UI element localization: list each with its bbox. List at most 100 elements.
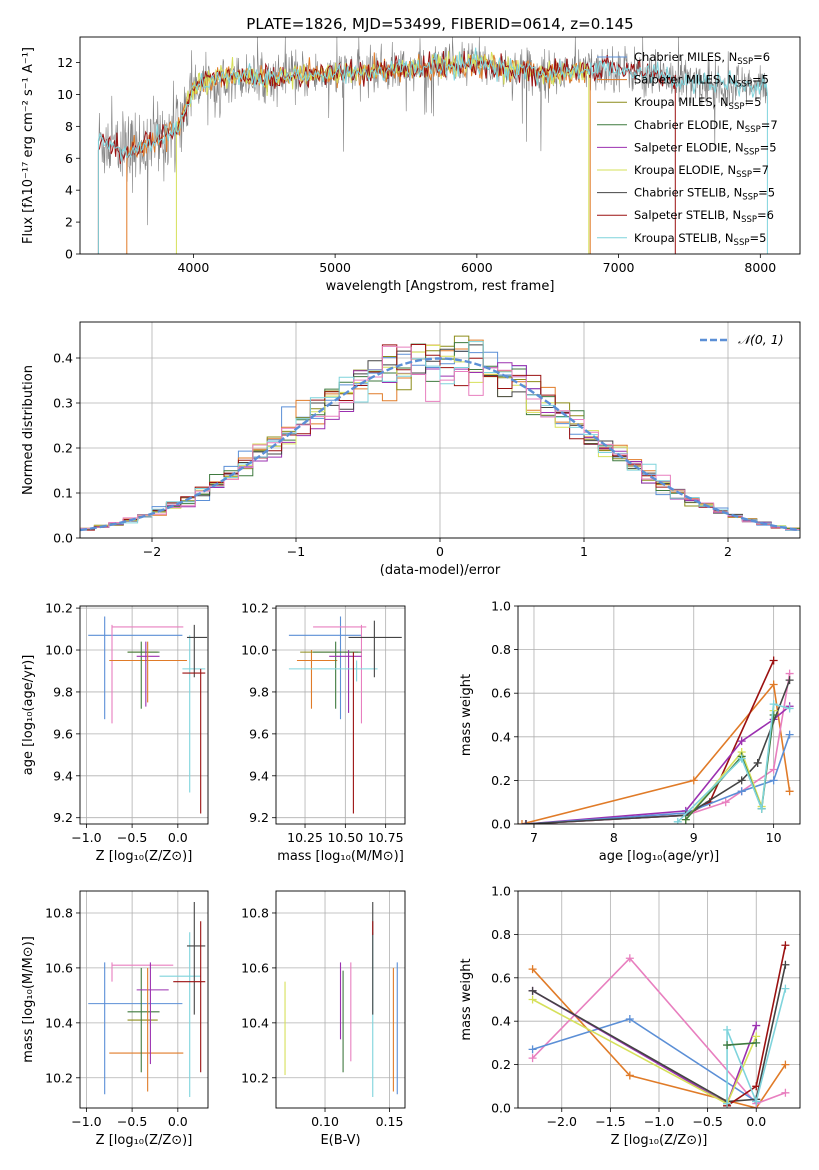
legend-label: 𝒩(0, 1) <box>738 332 784 347</box>
age_vs_mass-chart: 10.25 10.50 10.75 9.2 9.4 9.6 9.8 10.0 10.2 mass … <box>241 601 406 864</box>
errorbar-point <box>127 641 160 709</box>
x-tick-label: −0.5 <box>117 1114 147 1129</box>
errorbar-point <box>186 901 206 1015</box>
errorbar-point <box>186 624 208 678</box>
x-tick-label: 0 <box>436 544 444 559</box>
y-tick-label: 10.2 <box>45 1070 73 1085</box>
y-tick-label: 9.6 <box>249 726 269 741</box>
data-point <box>752 1038 761 1047</box>
data-point <box>781 1088 790 1097</box>
x-tick-label: 1 <box>580 544 588 559</box>
series-line <box>518 680 794 824</box>
y-tick-label: 0.0 <box>53 531 73 546</box>
series-path <box>525 660 775 824</box>
data-point <box>785 704 794 713</box>
data-point <box>689 776 698 785</box>
axes-frame <box>79 605 209 825</box>
x-tick-label: 0.0 <box>746 1114 766 1129</box>
y-axis-label: mass weight <box>459 674 474 756</box>
x-axis-label: mass [log₁₀(M/M⊙)] <box>277 849 404 864</box>
errorbar-point <box>288 660 378 682</box>
series-path <box>525 673 791 824</box>
spectrum-chart: 4000 5000 6000 7000 8000 0 2 4 6 8 10 12 wavelength … <box>21 36 801 294</box>
y-axis-label: mass [log₁₀(M/M⊙)] <box>21 936 36 1063</box>
data-point <box>723 1099 732 1108</box>
spectrum-plot-area <box>97 37 768 254</box>
series-path <box>726 988 787 1105</box>
legend-label: Kroupa ELODIE, NSSP=7 <box>634 163 769 180</box>
y-tick-label: 10.2 <box>241 1070 269 1085</box>
x-axis-label: wavelength [Angstrom, rest frame] <box>326 279 555 294</box>
age_vs_Z-chart: −1.0 −0.5 0.0 9.2 9.4 9.6 9.8 10.0 10.2 Z [log₁₀(… <box>21 601 209 864</box>
y-tick-label: 0.1 <box>53 486 73 501</box>
x-tick-label: 9 <box>690 830 698 845</box>
y-tick-label: 9.2 <box>53 810 73 825</box>
errorbar-point <box>173 921 206 1073</box>
axes-frame <box>275 890 406 1109</box>
y-axis-label: Normed distribution <box>21 365 36 495</box>
data-point <box>528 995 537 1004</box>
y-tick-label: 9.6 <box>53 726 73 741</box>
y-tick-label: 1.0 <box>491 884 511 899</box>
y-tick-label: 6 <box>65 151 73 166</box>
data-point <box>753 758 762 767</box>
errorbar-point <box>88 962 183 1095</box>
mass_vs_ebv-plot-area <box>284 901 398 1098</box>
data-point <box>781 960 790 969</box>
mass_vs_Z-plot-area <box>88 901 206 1098</box>
model-spectrum <box>97 47 768 254</box>
y-tick-label: 10 <box>57 87 73 102</box>
series-line <box>723 984 790 1108</box>
x-axis-label: (data-model)/error <box>380 563 501 578</box>
errorbar-point <box>88 616 183 720</box>
errorbar-point <box>127 967 160 1073</box>
data-point <box>785 676 794 685</box>
series-line <box>528 986 761 1108</box>
x-tick-label: 4000 <box>177 260 209 275</box>
x-tick-label: −1 <box>287 544 305 559</box>
x-tick-label: 0.0 <box>168 830 188 845</box>
residuals-plot-area <box>80 335 800 532</box>
y-tick-label: 0.4 <box>491 729 511 744</box>
data-point <box>737 787 746 796</box>
axes-frame <box>517 605 801 825</box>
series-line <box>521 656 778 824</box>
data-point <box>721 798 730 807</box>
data-point <box>781 984 790 993</box>
axes-frame <box>79 36 801 255</box>
errorbar-point <box>136 962 169 1065</box>
series-path <box>525 679 791 824</box>
errorbar-point <box>182 668 206 814</box>
y-tick-label: 0.2 <box>491 1057 511 1072</box>
y-tick-label: 0.4 <box>53 351 73 366</box>
series-path <box>532 964 787 1103</box>
y-tick-label: 9.4 <box>249 768 269 783</box>
series-path <box>532 968 787 1108</box>
gaussian-curve <box>80 357 800 532</box>
mass_vs_ebv-chart: 0.10 0.15 10.2 10.4 10.6 10.8 E(B-V) <box>241 890 406 1148</box>
x-tick-label: −2.0 <box>547 1114 577 1129</box>
age_vs_mass-plot-area <box>288 616 402 814</box>
series-path <box>521 682 791 824</box>
data-point <box>518 820 526 824</box>
y-tick-label: 10.4 <box>241 1015 269 1030</box>
y-axis-label: mass weight <box>459 958 474 1040</box>
data-point <box>528 986 537 995</box>
x-tick-label: −1.5 <box>595 1114 625 1129</box>
series-path <box>727 1042 757 1046</box>
data-point <box>528 1054 537 1063</box>
data-point <box>769 765 778 774</box>
y-tick-label: 10.6 <box>241 960 269 975</box>
y-tick-label: 0.0 <box>491 1101 511 1116</box>
axes-frame <box>79 890 209 1109</box>
y-tick-label: 0.6 <box>491 970 511 985</box>
data-point <box>681 815 690 824</box>
legend-label: Salpeter MILES, NSSP=5 <box>634 73 769 90</box>
y-tick-label: 4 <box>65 183 73 198</box>
data-point <box>752 1021 761 1030</box>
data-point <box>625 1015 634 1024</box>
data-point <box>769 700 778 709</box>
errorbar-point <box>111 962 174 982</box>
x-tick-label: 7 <box>530 830 538 845</box>
x-axis-label: E(B-V) <box>320 1133 360 1148</box>
